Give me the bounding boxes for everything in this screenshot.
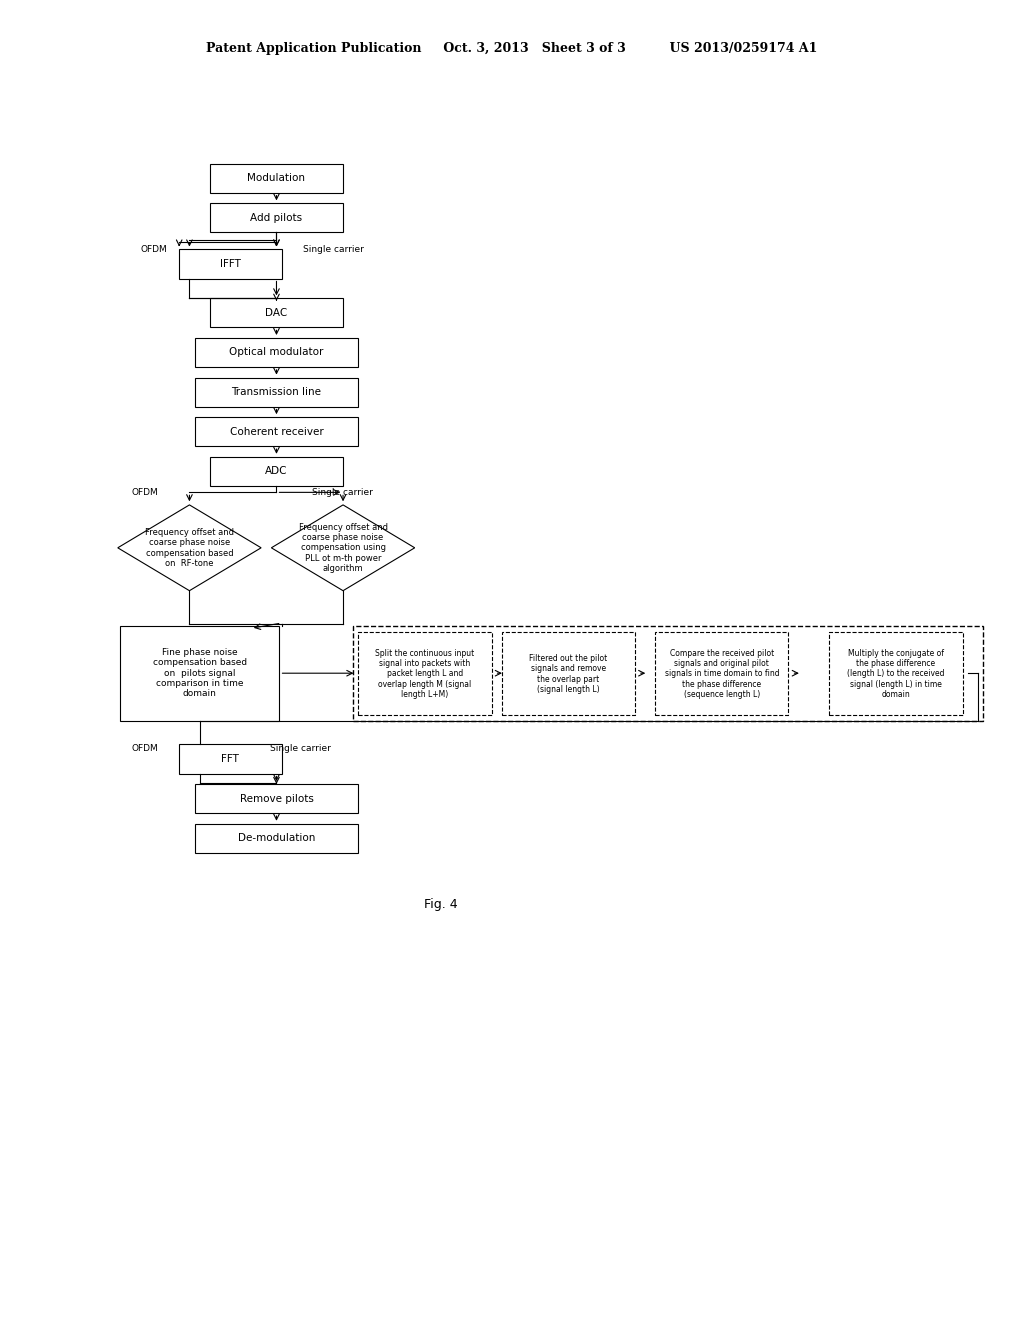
Text: Fine phase noise
compensation based
on  pilots signal
comparison in time
domain: Fine phase noise compensation based on p… — [153, 648, 247, 698]
FancyBboxPatch shape — [121, 626, 279, 721]
FancyBboxPatch shape — [358, 632, 492, 715]
Text: Optical modulator: Optical modulator — [229, 347, 324, 358]
FancyBboxPatch shape — [195, 784, 358, 813]
Text: Single carrier: Single carrier — [270, 744, 331, 752]
Text: Remove pilots: Remove pilots — [240, 793, 313, 804]
Text: FFT: FFT — [221, 754, 240, 764]
Text: Coherent receiver: Coherent receiver — [229, 426, 324, 437]
FancyBboxPatch shape — [210, 298, 343, 327]
Polygon shape — [271, 506, 415, 591]
FancyBboxPatch shape — [179, 249, 282, 279]
Text: Modulation: Modulation — [248, 173, 305, 183]
Text: Split the continuous input
signal into packets with
packet length L and
overlap : Split the continuous input signal into p… — [376, 648, 474, 700]
Text: De-modulation: De-modulation — [238, 833, 315, 843]
Text: ADC: ADC — [265, 466, 288, 477]
FancyBboxPatch shape — [210, 457, 343, 486]
Text: IFFT: IFFT — [220, 259, 241, 269]
Text: OFDM: OFDM — [132, 744, 159, 752]
FancyBboxPatch shape — [502, 632, 635, 715]
FancyBboxPatch shape — [195, 417, 358, 446]
Text: OFDM: OFDM — [140, 246, 167, 253]
Text: OFDM: OFDM — [132, 488, 159, 496]
Text: Fig. 4: Fig. 4 — [424, 898, 457, 911]
Text: Multiply the conjugate of
the phase difference
(length L) to the received
signal: Multiply the conjugate of the phase diff… — [847, 648, 945, 700]
Text: DAC: DAC — [265, 308, 288, 318]
Text: Single carrier: Single carrier — [312, 488, 373, 496]
Text: Frequency offset and
coarse phase noise
compensation based
on  RF-tone: Frequency offset and coarse phase noise … — [145, 528, 233, 568]
Text: Patent Application Publication     Oct. 3, 2013   Sheet 3 of 3          US 2013/: Patent Application Publication Oct. 3, 2… — [206, 42, 818, 55]
Polygon shape — [118, 506, 261, 591]
Text: Add pilots: Add pilots — [251, 213, 302, 223]
FancyBboxPatch shape — [655, 632, 788, 715]
FancyBboxPatch shape — [179, 744, 282, 774]
FancyBboxPatch shape — [829, 632, 963, 715]
Text: Filtered out the pilot
signals and remove
the overlap part
(signal length L): Filtered out the pilot signals and remov… — [529, 653, 607, 694]
FancyBboxPatch shape — [210, 203, 343, 232]
Text: Frequency offset and
coarse phase noise
compensation using
PLL ot m-th power
alg: Frequency offset and coarse phase noise … — [299, 523, 387, 573]
FancyBboxPatch shape — [195, 824, 358, 853]
FancyBboxPatch shape — [195, 338, 358, 367]
Text: Compare the received pilot
signals and original pilot
signals in time domain to : Compare the received pilot signals and o… — [665, 648, 779, 700]
Text: Single carrier: Single carrier — [303, 246, 364, 253]
FancyBboxPatch shape — [210, 164, 343, 193]
FancyBboxPatch shape — [195, 378, 358, 407]
Text: Transmission line: Transmission line — [231, 387, 322, 397]
